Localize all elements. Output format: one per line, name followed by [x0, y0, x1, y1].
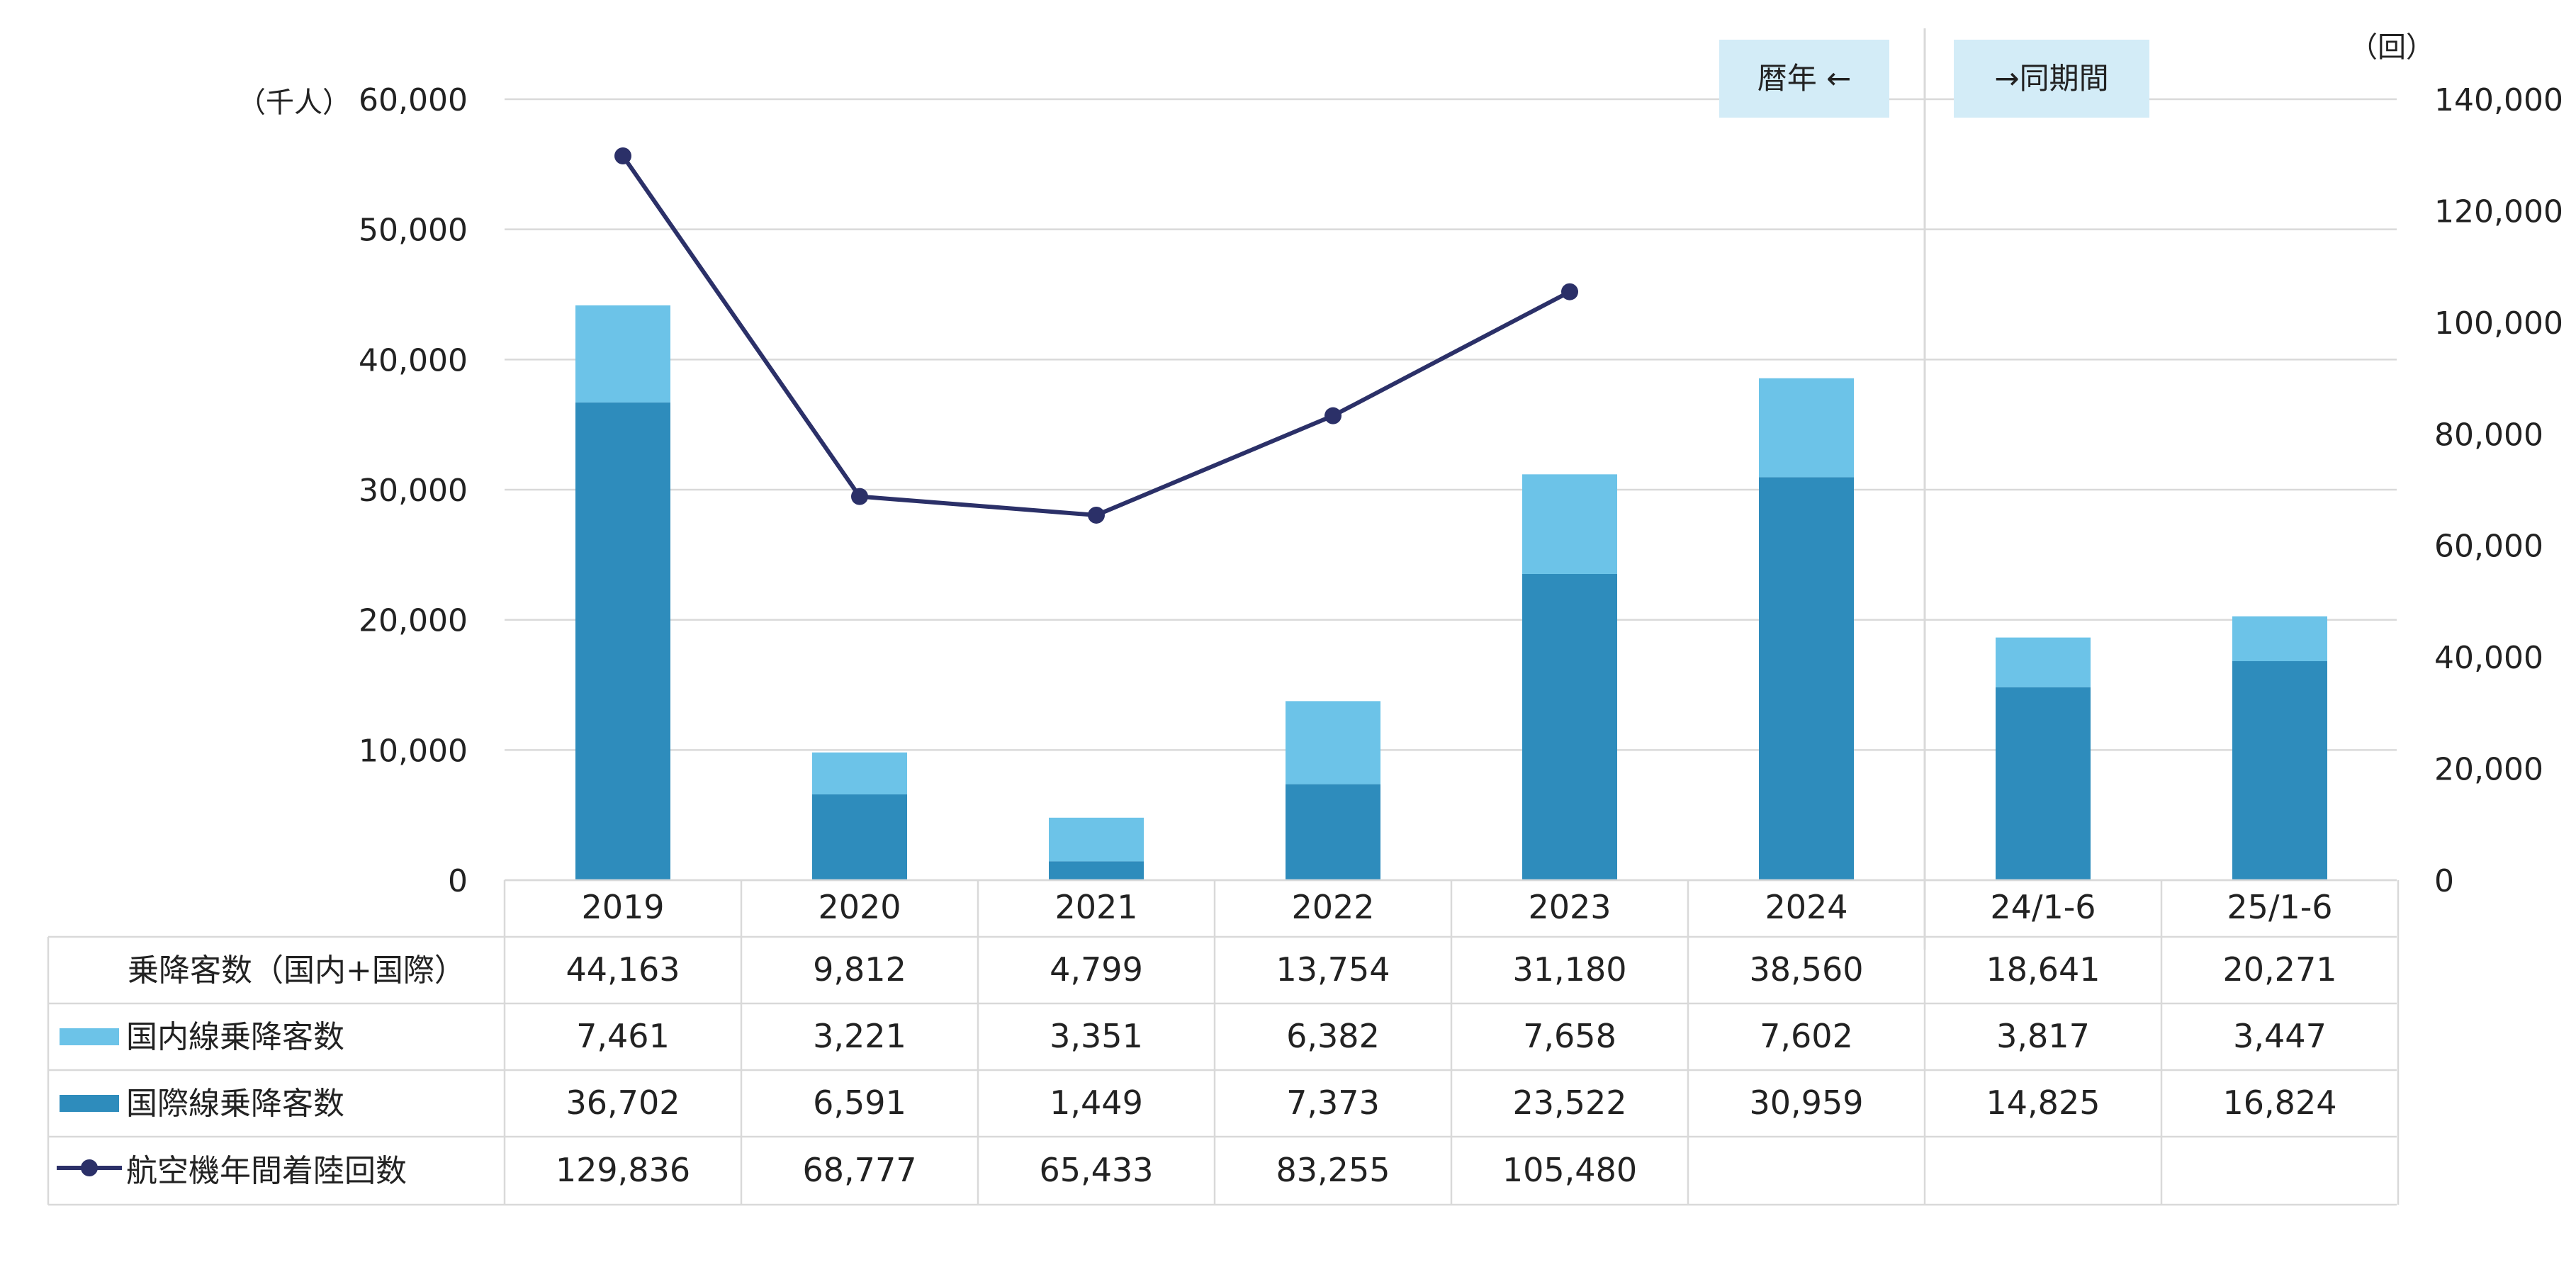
calendar-year-note: 暦年 ← [1757, 61, 1852, 96]
table-cell-value: 7,373 [1286, 1084, 1380, 1122]
same-period-note: →同期間 [1994, 61, 2108, 96]
legend-swatch [60, 1095, 119, 1112]
table-cell-value: 83,255 [1276, 1151, 1390, 1189]
bar-international [1049, 861, 1144, 880]
table-cell-value: 3,221 [813, 1017, 906, 1055]
bar-international [2232, 660, 2327, 880]
bar-domestic [1996, 637, 2091, 687]
bar-domestic [1522, 474, 1617, 574]
bar-international [1759, 477, 1854, 880]
landing-point [1561, 283, 1578, 300]
gridlines [505, 28, 2397, 950]
x-tick-label: 24/1-6 [1990, 888, 2096, 926]
legend-marker [81, 1159, 98, 1176]
table-cell-value: 105,480 [1502, 1151, 1637, 1189]
table-cell-value: 14,825 [1986, 1084, 2100, 1122]
left-tick-label: 40,000 [359, 342, 468, 378]
bar-domestic [1049, 817, 1144, 862]
row-label: 乗降客数（国内+国際） [128, 952, 466, 989]
x-tick-label: 2024 [1765, 888, 1847, 926]
left-tick-label: 0 [448, 863, 468, 899]
x-tick-label: 2021 [1054, 888, 1137, 926]
right-tick-label: 100,000 [2434, 305, 2563, 342]
bar-international [812, 794, 907, 880]
left-tick-label: 50,000 [359, 213, 468, 249]
bar-international [575, 402, 670, 880]
row-label: 航空機年間着陸回数 [126, 1153, 407, 1189]
axes: （千人） （回） 0 10,000 20,000 30,000 40,000 50,000… [237, 31, 2563, 899]
table-cell-value: 16,824 [2223, 1084, 2337, 1122]
table-cell-value: 30,959 [1750, 1084, 1864, 1122]
period-annotations: 暦年 ← →同期間 [1719, 40, 2149, 118]
calendar-year-note-box [1719, 40, 1889, 118]
bar-international [1286, 784, 1380, 880]
left-tick-label: 20,000 [359, 603, 468, 639]
right-tick-label: 40,000 [2434, 640, 2543, 676]
bars [575, 305, 2327, 880]
landing-point [614, 147, 631, 165]
right-tick-label: 60,000 [2434, 529, 2543, 565]
legend-swatch [60, 1028, 119, 1045]
left-tick-label: 60,000 [359, 82, 468, 118]
left-tick-label: 10,000 [359, 733, 468, 769]
table-cell-value: 9,812 [813, 950, 906, 989]
row-label: 国内線乗降客数 [126, 1019, 344, 1055]
x-tick-label: 25/1-6 [2227, 888, 2332, 926]
table-cell-value: 20,271 [2223, 950, 2337, 989]
landing-point [851, 488, 868, 505]
left-axis-unit: （千人） [237, 86, 351, 119]
row-label: 国際線乗降客数 [126, 1086, 344, 1122]
table-cell-value: 36,702 [566, 1084, 680, 1122]
landing-line [614, 147, 1578, 524]
right-tick-label: 20,000 [2434, 752, 2543, 788]
table-cell-value: 1,449 [1050, 1084, 1143, 1122]
right-tick-label: 0 [2434, 863, 2454, 899]
right-axis-unit: （回） [2349, 31, 2434, 64]
x-tick-label: 2023 [1528, 888, 1611, 926]
table-cell-value: 38,560 [1750, 950, 1864, 989]
table-cell-value: 23,522 [1513, 1084, 1627, 1122]
table-cell-value: 7,461 [576, 1017, 670, 1055]
bar-domestic [1286, 701, 1380, 784]
right-tick-label: 80,000 [2434, 417, 2543, 453]
bar-domestic [2232, 616, 2327, 661]
table-cell-value: 4,799 [1050, 950, 1143, 989]
table-cell-value: 6,591 [813, 1084, 906, 1122]
bar-domestic [812, 752, 907, 794]
table-cell-value: 65,433 [1040, 1151, 1154, 1189]
x-tick-label: 2019 [581, 888, 664, 926]
table-cell-value: 68,777 [803, 1151, 917, 1189]
right-tick-label: 120,000 [2434, 193, 2563, 230]
bar-international [1996, 687, 2091, 880]
landing-point [1324, 407, 1342, 424]
table-cell-value: 3,447 [2233, 1017, 2327, 1055]
bar-domestic [1759, 378, 1854, 478]
table-cell-value: 3,351 [1050, 1017, 1143, 1055]
bar-domestic [575, 305, 670, 403]
table-cell-value: 3,817 [1996, 1017, 2090, 1055]
table-cell-value: 6,382 [1286, 1017, 1380, 1055]
table-cell-value: 31,180 [1513, 950, 1627, 989]
table-cell-value: 129,836 [556, 1151, 690, 1189]
right-tick-label: 140,000 [2434, 82, 2563, 118]
left-tick-label: 30,000 [359, 473, 468, 509]
table-cell-value: 13,754 [1276, 950, 1390, 989]
x-tick-label: 2020 [818, 888, 901, 926]
table-cell-value: 7,658 [1523, 1017, 1616, 1055]
bar-international [1522, 573, 1617, 880]
same-period-note-box [1954, 40, 2149, 118]
table-cell-value: 7,602 [1760, 1017, 1853, 1055]
landing-point [1088, 506, 1105, 524]
table-cell-value: 44,163 [566, 950, 680, 989]
landing-series-line [621, 154, 1571, 517]
table-cell-value: 18,641 [1986, 950, 2100, 989]
data-table: 2019 2020 2021 2022 2023 2024 24/1-6 25/1-6 乗降客数… [47, 879, 2400, 1206]
x-tick-label: 2022 [1291, 888, 1374, 926]
